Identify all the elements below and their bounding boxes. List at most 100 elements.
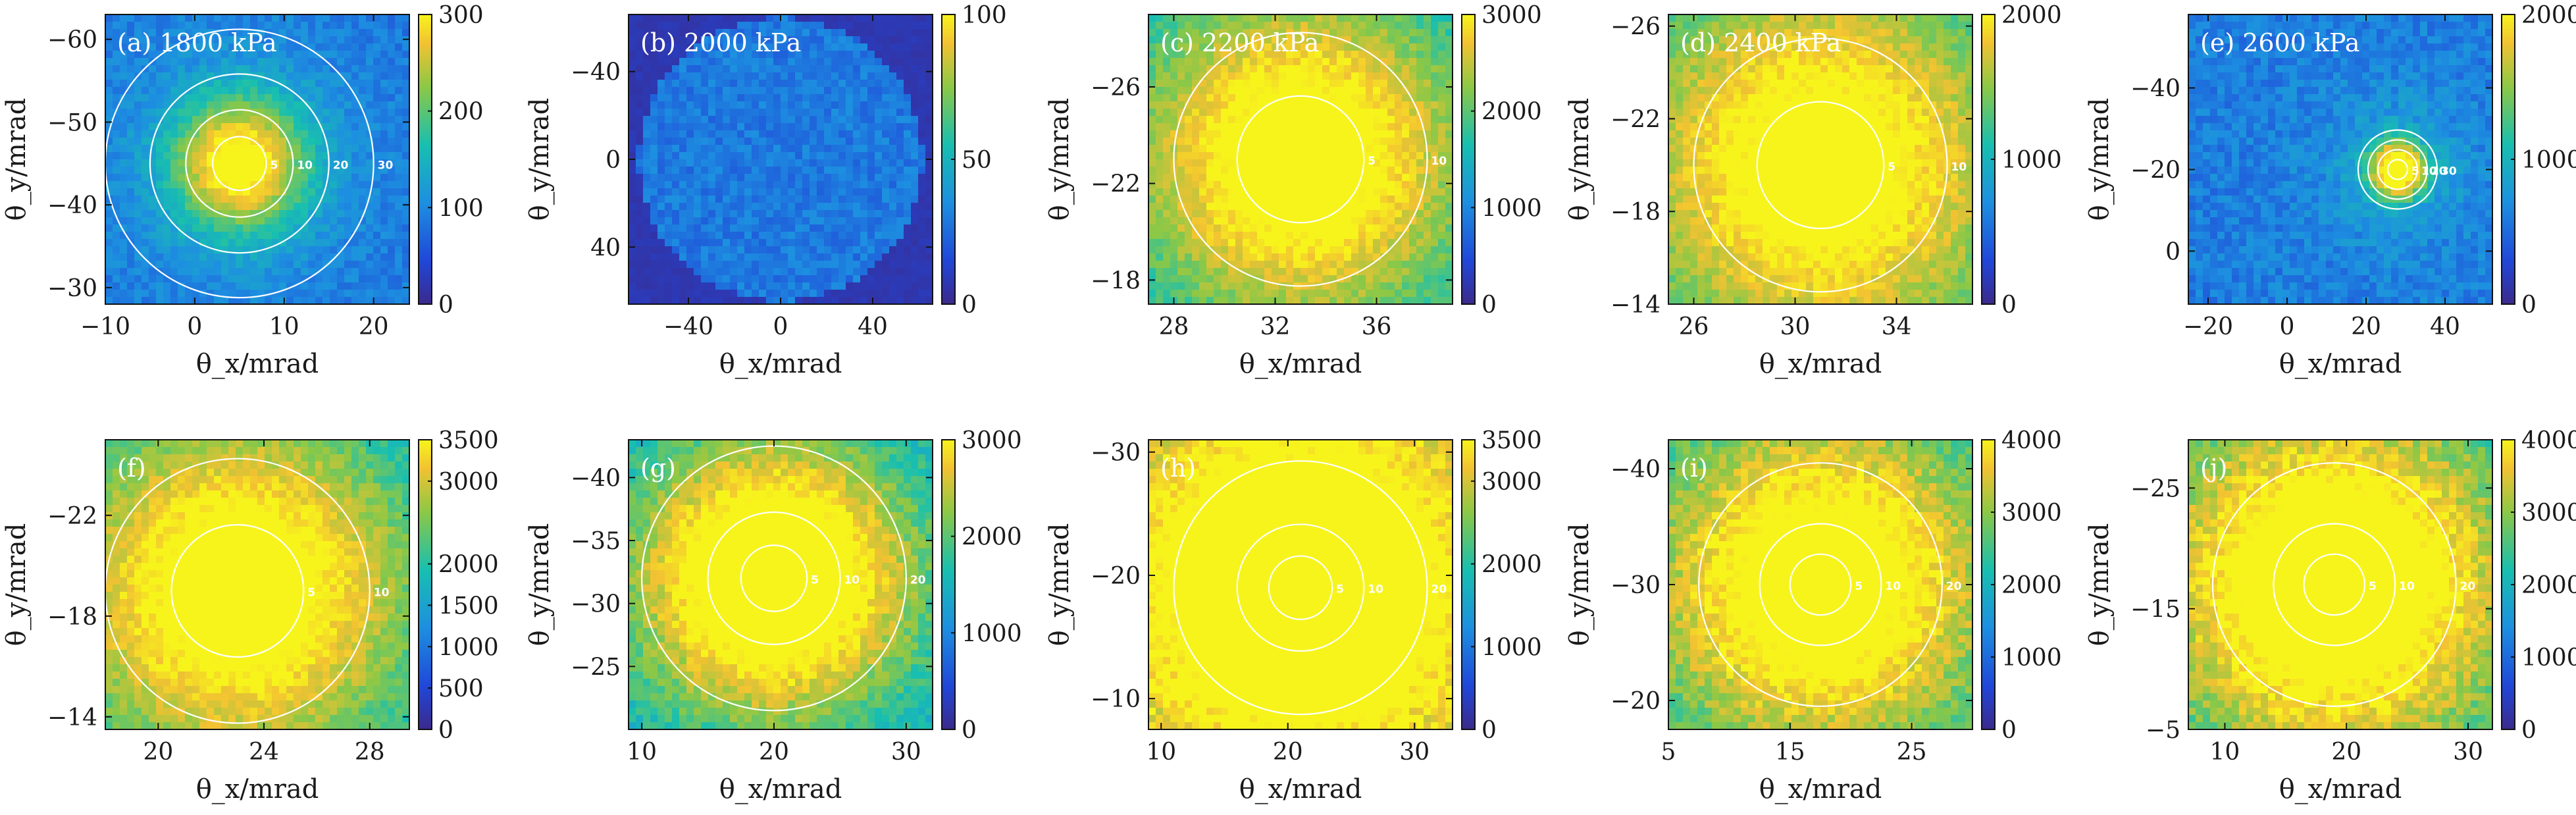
ring-label-30: 30 (2441, 165, 2457, 178)
y-tick-label: −40 (571, 465, 621, 492)
panel-7: 5 10 20 (g) 10 20 30 −40 −35 −30 −25 θ_x/mrad θ_y/mr… (525, 427, 1022, 804)
ring-20 (149, 73, 330, 254)
colorbar-tick-label: 2000 (2001, 2, 2062, 29)
ring-label-20: 20 (1946, 580, 1962, 593)
y-tick-label: −10 (1091, 686, 1141, 713)
ring-label-10: 10 (1951, 161, 1967, 174)
y-axis-label: θ_y/mrad (1, 98, 32, 221)
heatmap-image (1668, 14, 1972, 304)
colorbar-tick-label: 0 (438, 292, 453, 319)
colorbar (1461, 14, 1476, 305)
ring-label-5: 5 (1368, 155, 1376, 168)
x-tick-label: −20 (2183, 313, 2233, 340)
y-tick-label: −30 (47, 275, 97, 302)
panel-title: (i) (1680, 454, 1708, 483)
colorbar-tick-label: 3000 (962, 427, 1022, 454)
y-tick-label: −20 (2130, 157, 2180, 184)
x-tick-label: 20 (143, 739, 173, 766)
ring-label-10: 10 (2421, 165, 2437, 178)
colorbar-tick-label: 100 (962, 2, 1007, 29)
x-tick-label: 26 (1679, 313, 1709, 340)
ring-label-5: 5 (811, 573, 819, 587)
x-tick-label: 28 (355, 739, 385, 766)
x-axis-label: θ_x/mrad (2279, 349, 2402, 379)
x-tick-label: 36 (1362, 313, 1392, 340)
y-tick-label: −35 (571, 528, 621, 555)
colorbar-tick-label: 0 (1481, 292, 1497, 319)
axes-frame (2188, 14, 2493, 305)
y-tick-label: −5 (2146, 717, 2180, 744)
panel-title: (c) 2200 kPa (1160, 28, 1319, 57)
ring-10 (1236, 523, 1365, 652)
ring-label-20: 20 (2431, 165, 2447, 178)
colorbar-tick-label: 300 (438, 2, 484, 29)
x-tick-label: 25 (1897, 739, 1927, 766)
panel-title: (g) (640, 454, 676, 483)
colorbar-tick-label: 4000 (2001, 427, 2062, 454)
ring-5 (211, 136, 267, 192)
colorbar-tick-label: 2000 (2001, 572, 2062, 599)
panel-3: 5 10 (c) 2200 kPa 28 32 36 −26 −22 −18 θ_x/mrad θ_… (1044, 2, 1542, 379)
ring-label-5: 5 (2369, 580, 2377, 593)
ring-label-10: 10 (1431, 155, 1447, 168)
y-tick-label: −22 (1610, 106, 1661, 133)
ring-5 (2386, 159, 2409, 180)
x-tick-label: 20 (1273, 739, 1303, 766)
panel-title: (d) 2400 kPa (1680, 28, 1841, 57)
y-axis-label: θ_y/mrad (1564, 98, 1595, 221)
x-tick-label: 32 (1260, 313, 1291, 340)
ring-label-20: 20 (2460, 580, 2476, 593)
y-tick-label: 0 (605, 147, 621, 174)
colorbar-tick-label: 2000 (1481, 552, 1542, 579)
colorbar-tick-label: 1000 (2521, 644, 2576, 671)
ring-label-10: 10 (1885, 580, 1901, 593)
heatmap-image (1148, 440, 1453, 729)
ring-5 (1268, 555, 1333, 620)
panel-4: 5 10 (d) 2400 kPa 26 30 34 −26 −22 −18 −14 θ_x/mra… (1564, 2, 2062, 379)
y-tick-label: −30 (1091, 440, 1141, 467)
ring-5 (1236, 95, 1365, 224)
ring-label-5: 5 (1336, 583, 1344, 596)
ring-10 (185, 109, 294, 218)
x-axis-label: θ_x/mrad (1239, 349, 1362, 379)
axes-frame (105, 439, 410, 730)
colorbar-tick-label: 100 (438, 195, 484, 222)
x-tick-label: 20 (759, 739, 789, 766)
y-tick-label: −18 (47, 604, 97, 631)
colorbar-tick-label: 0 (2001, 717, 2017, 744)
y-tick-label: −25 (2130, 475, 2180, 502)
colorbar-tick-label: 1000 (1481, 634, 1542, 661)
heatmap-image (1668, 440, 1972, 729)
y-tick-label: −20 (1091, 563, 1141, 590)
axes-frame (105, 14, 410, 305)
x-axis-label: θ_x/mrad (196, 349, 319, 379)
colorbar-tick-label: 0 (962, 292, 977, 319)
ring-label-10: 10 (844, 573, 860, 587)
x-tick-label: 30 (1399, 739, 1430, 766)
x-tick-label: 0 (773, 313, 788, 340)
y-axis-label: θ_y/mrad (525, 98, 555, 221)
panel-6: 5 10 (f) 20 24 28 −22 −18 −14 θ_x/mrad θ_y/mrad 0 50… (1, 427, 499, 804)
x-tick-label: 10 (1146, 739, 1176, 766)
colorbar-tick-label: 1000 (1481, 195, 1542, 222)
ring-5 (1756, 101, 1885, 230)
y-axis-label: θ_y/mrad (1044, 98, 1075, 221)
y-tick-label: −22 (1091, 171, 1141, 198)
y-tick-label: −40 (1610, 456, 1661, 483)
y-tick-label: −40 (47, 192, 97, 219)
panel-9: 5 10 20 (i) 5 15 25 −40 −30 −20 θ_x/mrad θ_y/mrad 0 1… (1564, 427, 2062, 804)
colorbar-tick-label: 2000 (962, 524, 1022, 551)
colorbar-tick-label: 3000 (438, 469, 499, 496)
colorbar-tick-label: 0 (962, 717, 977, 744)
x-tick-label: 28 (1159, 313, 1189, 340)
colorbar-tick-label: 2000 (2521, 572, 2576, 599)
x-tick-label: −10 (80, 313, 130, 340)
colorbar-tick-label: 0 (2001, 292, 2017, 319)
x-tick-label: 20 (2351, 313, 2381, 340)
colorbar-tick-label: 3500 (1481, 427, 1542, 454)
y-tick-label: −60 (47, 27, 97, 54)
x-tick-label: 30 (2453, 739, 2483, 766)
panel-8: 5 10 20 (h) 10 20 30 −30 −20 −10 θ_x/mrad θ_y/mrad 0… (1044, 427, 1542, 804)
y-axis-label: θ_y/mrad (525, 523, 555, 646)
